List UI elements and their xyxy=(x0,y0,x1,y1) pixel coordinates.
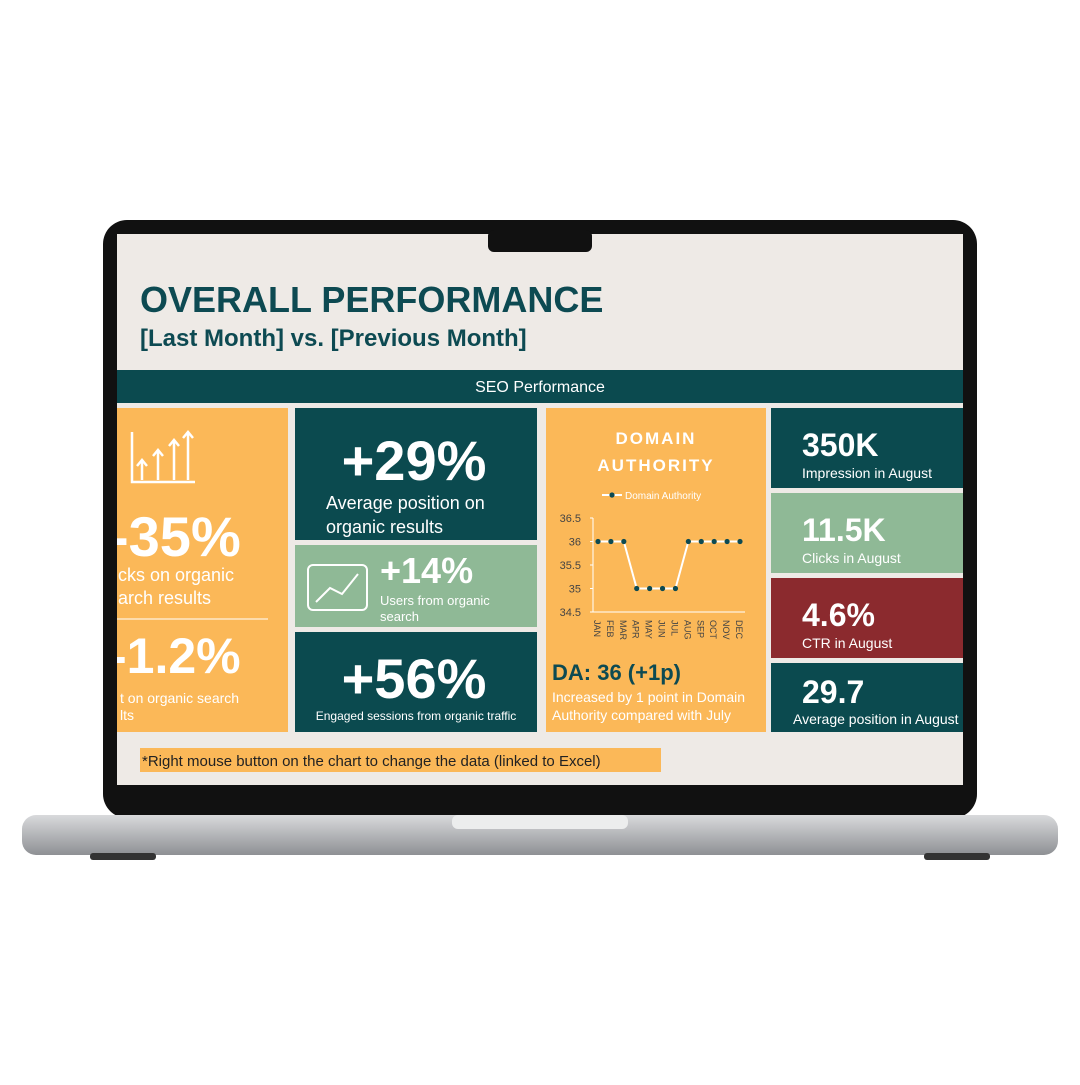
x-tick-label: APR xyxy=(631,620,641,639)
kpi-label: lts xyxy=(120,707,134,723)
kpi-value: +14% xyxy=(380,550,473,591)
kpi-tile xyxy=(771,408,963,488)
x-tick-label: DEC xyxy=(734,620,744,640)
x-tick-label: JAN xyxy=(592,620,602,637)
x-tick-label: OCT xyxy=(708,620,718,640)
note-highlight xyxy=(140,748,661,772)
kpi-tile xyxy=(771,493,963,573)
kpi-tile xyxy=(771,663,963,732)
kpi-label: Impression in August xyxy=(802,465,932,481)
kpi-label: organic results xyxy=(326,517,443,537)
kpi-label: Average position in August xyxy=(793,711,959,727)
y-tick-label: 35 xyxy=(569,584,581,596)
da-title: AUTHORITY xyxy=(597,456,714,475)
kpi-label: Engaged sessions from organic traffic xyxy=(316,709,517,723)
kpi-value: 29.7 xyxy=(802,674,864,710)
kpi-label: t on organic search xyxy=(120,690,239,706)
left-tile: -35% cks on organic arch results -1.2% t… xyxy=(110,408,288,732)
data-point xyxy=(672,585,679,592)
legend-marker xyxy=(609,492,615,498)
banner-text: SEO Performance xyxy=(475,379,605,396)
kpi-value: -35% xyxy=(110,505,241,568)
kpi-tile xyxy=(771,578,963,658)
kpi-tile xyxy=(295,545,537,627)
data-point xyxy=(621,538,627,545)
foot xyxy=(90,853,156,860)
camera-notch xyxy=(488,230,592,252)
data-point xyxy=(724,538,730,545)
da-description: Increased by 1 point in Domain xyxy=(552,689,745,705)
x-tick-label: NOV xyxy=(721,620,731,640)
data-point xyxy=(608,538,614,545)
legend-label: Domain Authority xyxy=(625,491,701,502)
data-point xyxy=(698,538,704,545)
kpi-value: 4.6% xyxy=(802,597,875,633)
da-title: DOMAIN xyxy=(616,429,697,448)
kpi-label: arch results xyxy=(118,588,211,608)
kpi-label: cks on organic xyxy=(118,565,234,585)
y-tick-label: 36 xyxy=(569,537,581,549)
chart-icon-line xyxy=(315,573,359,603)
kpi-tile xyxy=(295,632,537,732)
da-headline: DA: 36 (+1p) xyxy=(552,660,681,685)
kpi-value: 11.5K xyxy=(802,512,886,548)
kpi-value: 350K xyxy=(802,427,879,463)
kpi-label: Average position on xyxy=(326,493,485,513)
foot xyxy=(924,853,990,860)
y-tick-label: 36.5 xyxy=(560,513,581,525)
kpi-label: search xyxy=(380,609,419,624)
y-tick-label: 34.5 xyxy=(560,607,581,619)
data-point xyxy=(634,585,640,592)
data-point xyxy=(711,538,717,545)
x-tick-label: AUG xyxy=(682,620,692,640)
tile-bg xyxy=(117,408,288,732)
x-tick-label: SEP xyxy=(695,620,705,638)
y-tick-label: 35.5 xyxy=(560,560,581,572)
note: *Right mouse button on the chart to chan… xyxy=(142,753,601,770)
x-tick-label: MAY xyxy=(644,620,654,639)
kpi-value: +56% xyxy=(342,647,487,710)
x-tick-label: JUN xyxy=(657,620,667,638)
laptop-base xyxy=(22,815,1058,855)
data-point xyxy=(595,538,601,545)
kpi-label: CTR in August xyxy=(802,635,892,651)
da-tile xyxy=(546,408,766,732)
x-tick-label: MAR xyxy=(618,620,628,641)
kpi-value: +29% xyxy=(342,429,487,492)
banner xyxy=(117,370,963,403)
data-point xyxy=(647,585,653,592)
kpi-label: Users from organic xyxy=(380,593,490,608)
kpi-tile xyxy=(295,408,537,540)
base-notch xyxy=(452,815,628,829)
data-point xyxy=(685,538,691,545)
title: OVERALL PERFORMANCE xyxy=(140,279,603,320)
x-tick-label: JUL xyxy=(669,620,679,636)
data-point xyxy=(737,538,743,545)
x-tick-label: FEB xyxy=(605,620,615,638)
subtitle: [Last Month] vs. [Previous Month] xyxy=(140,325,527,352)
da-description: Authority compared with July xyxy=(552,707,731,723)
data-point xyxy=(659,585,666,592)
chart-icon xyxy=(307,564,368,611)
kpi-value: -1.2% xyxy=(110,628,241,684)
kpi-label: Clicks in August xyxy=(802,550,901,566)
growth-icon xyxy=(130,430,195,484)
